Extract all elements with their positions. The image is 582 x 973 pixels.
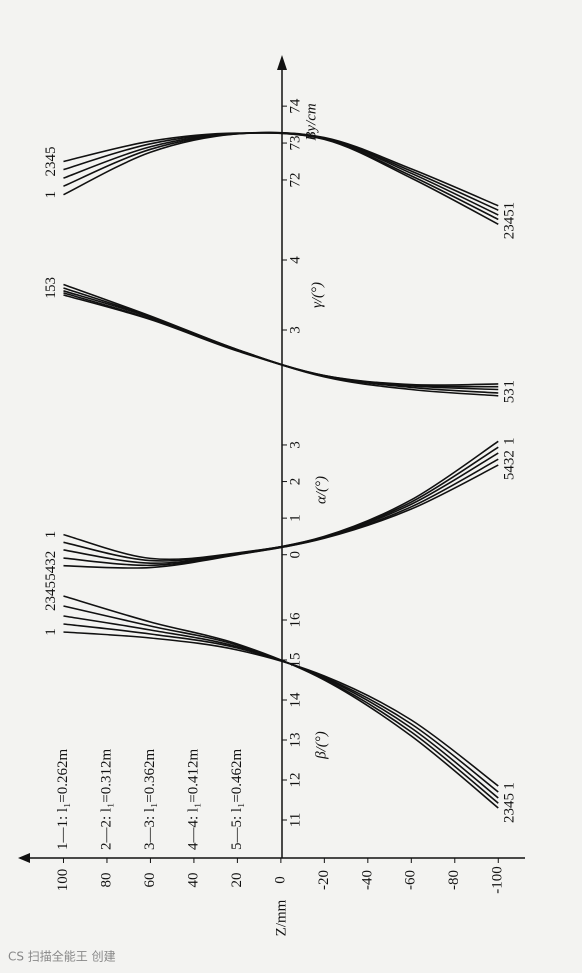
x-tick-label: 60 bbox=[142, 873, 158, 888]
y-tick-label: 72 bbox=[287, 172, 303, 187]
curve bbox=[63, 631, 499, 787]
y-tick-label: 0 bbox=[287, 551, 303, 559]
curve-label: 1 bbox=[43, 531, 59, 539]
y-tick-label: 73 bbox=[287, 136, 303, 151]
curve-label: 53 bbox=[43, 277, 59, 292]
x-tick-label: -20 bbox=[316, 870, 332, 890]
y-axis-label: β/(°) bbox=[313, 731, 329, 760]
curve-label: 1 bbox=[502, 202, 518, 210]
footer: CS 扫描全能王 创建 bbox=[8, 949, 116, 964]
legend-entry: 5—5: l₁=0.462m bbox=[229, 748, 245, 850]
curve bbox=[63, 131, 499, 207]
y-tick-label: 16 bbox=[287, 612, 303, 628]
curve bbox=[63, 446, 499, 562]
legend-entry: 4—4: l₁=0.412m bbox=[185, 748, 201, 850]
y-tick-label: 1 bbox=[287, 514, 303, 522]
curve bbox=[63, 290, 499, 391]
curve bbox=[63, 458, 499, 567]
curve-label: 1 bbox=[502, 782, 518, 790]
curve-label: 2345 bbox=[502, 793, 518, 823]
y-tick-label: 3 bbox=[287, 326, 303, 334]
y-tick-label: 14 bbox=[287, 692, 303, 708]
curve bbox=[63, 287, 499, 394]
x-tick-label: 100 bbox=[55, 869, 71, 892]
y-tick-label: 12 bbox=[287, 773, 303, 788]
legend-entry: 2—2: l₁=0.312m bbox=[98, 748, 114, 850]
curve bbox=[63, 131, 499, 211]
curve-label: 5432 bbox=[43, 551, 59, 581]
curve-label: 5432 bbox=[502, 450, 518, 480]
legend-entry: 3—3: l₁=0.362m bbox=[142, 748, 158, 850]
x-tick-label: -60 bbox=[403, 870, 419, 890]
curve-label: 1 bbox=[43, 291, 59, 299]
y-tick-label: 13 bbox=[287, 733, 303, 748]
curve bbox=[63, 623, 499, 793]
curve bbox=[63, 595, 499, 809]
x-tick-label: 40 bbox=[185, 873, 201, 888]
z-axis-arrow bbox=[18, 853, 30, 863]
x-tick-label: 80 bbox=[98, 873, 114, 888]
y-tick-label: 4 bbox=[287, 256, 303, 264]
curve bbox=[63, 615, 499, 799]
legend-entry: 1—1: l₁=0.262m bbox=[55, 748, 71, 850]
y-tick-label: 74 bbox=[287, 98, 303, 114]
y-tick-label: 11 bbox=[287, 813, 303, 827]
curve bbox=[63, 132, 499, 225]
y-axis-label: γ/(°) bbox=[309, 282, 325, 308]
curve-label: 1 bbox=[502, 438, 518, 446]
x-tick-label: -100 bbox=[490, 866, 506, 894]
curve-label: 1 bbox=[43, 628, 59, 636]
curve-label: 2345 bbox=[43, 147, 59, 177]
x-tick-label: -40 bbox=[359, 870, 375, 890]
curve bbox=[63, 283, 499, 397]
y-tick-label: 3 bbox=[287, 441, 303, 449]
curve bbox=[63, 440, 499, 561]
x-axis-label: Z/mm bbox=[273, 899, 289, 936]
x-tick-label: -80 bbox=[446, 870, 462, 890]
x-tick-label: 0 bbox=[272, 876, 288, 884]
curve bbox=[63, 464, 499, 569]
y-axis-label: α/(°) bbox=[313, 476, 329, 504]
curve bbox=[63, 292, 499, 388]
y-tick-label: 2 bbox=[287, 478, 303, 486]
curve-label: 1 bbox=[502, 380, 518, 388]
curve-label: 1 bbox=[43, 191, 59, 199]
value-axis-arrow bbox=[277, 55, 287, 70]
x-tick-label: 20 bbox=[229, 873, 245, 888]
curve-label: 2345 bbox=[502, 209, 518, 239]
curve-label: 2345 bbox=[43, 581, 59, 611]
curve-label: 53 bbox=[502, 388, 518, 403]
y-axis-label: By/cm bbox=[303, 103, 319, 141]
